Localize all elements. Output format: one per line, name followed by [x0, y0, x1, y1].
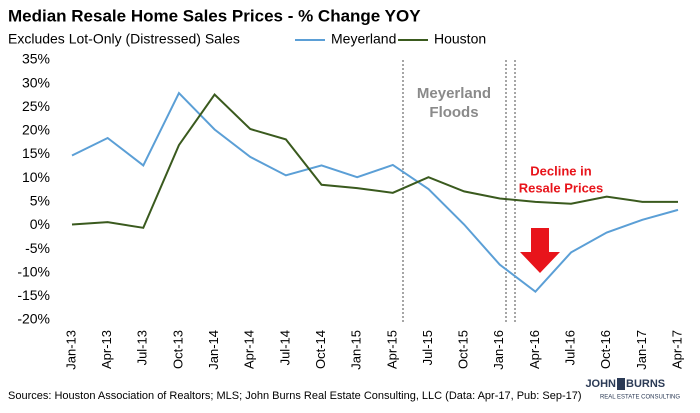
- y-tick-label: 0%: [30, 216, 50, 232]
- x-tick-label: Apr-14: [242, 330, 257, 369]
- x-tick-label: Jul-16: [562, 330, 577, 365]
- y-tick-label: 15%: [22, 145, 50, 161]
- y-tick-label: 25%: [22, 98, 50, 114]
- chart-subtitle: Excludes Lot-Only (Distressed) Sales: [8, 31, 240, 47]
- x-tick-label: Jan-16: [491, 330, 506, 370]
- y-tick-label: 20%: [22, 122, 50, 138]
- y-tick-label: -15%: [17, 287, 50, 303]
- x-tick-label: Apr-15: [384, 330, 399, 369]
- y-tick-label: 10%: [22, 169, 50, 185]
- x-tick-label: Jan-15: [349, 330, 364, 370]
- x-tick-label: Oct-13: [170, 330, 185, 369]
- logo-text: JOHN: [585, 378, 616, 390]
- decline-label: Decline in: [530, 163, 591, 178]
- x-tick-label: Jan-17: [634, 330, 649, 370]
- x-tick-label: Apr-13: [99, 330, 114, 369]
- logo-icon: [617, 378, 625, 390]
- legend-label: Meyerland: [331, 31, 396, 47]
- x-tick-label: Apr-17: [669, 330, 684, 369]
- decline-label: Resale Prices: [519, 180, 604, 195]
- flood-label: Floods: [429, 104, 478, 121]
- chart-title: Median Resale Home Sales Prices - % Chan…: [8, 6, 421, 25]
- y-tick-label: 35%: [22, 51, 50, 67]
- x-tick-label: Jan-14: [206, 330, 221, 370]
- x-tick-label: Oct-14: [313, 330, 328, 369]
- x-tick-label: Jan-13: [63, 330, 78, 370]
- x-tick-label: Jul-15: [420, 330, 435, 365]
- series-line: [71, 92, 678, 229]
- x-tick-label: Oct-16: [598, 330, 613, 369]
- flood-label: Meyerland: [417, 85, 491, 102]
- x-tick-label: Oct-15: [456, 330, 471, 369]
- y-tick-label: -5%: [25, 240, 50, 256]
- legend-label: Houston: [434, 31, 486, 47]
- logo-text: REAL ESTATE CONSULTING: [600, 395, 680, 401]
- decline-arrow: [520, 228, 560, 273]
- x-tick-label: Jul-14: [277, 330, 292, 365]
- y-tick-label: -10%: [17, 263, 50, 279]
- y-tick-label: 5%: [30, 193, 50, 209]
- y-tick-label: 30%: [22, 74, 50, 90]
- y-tick-label: -20%: [17, 311, 50, 327]
- logo-text: BURNS: [626, 378, 665, 390]
- series-line: [71, 91, 679, 293]
- x-tick-label: Apr-16: [527, 330, 542, 369]
- source: Sources: Houston Association of Realtors…: [8, 390, 582, 402]
- x-tick-label: Jul-13: [135, 330, 150, 365]
